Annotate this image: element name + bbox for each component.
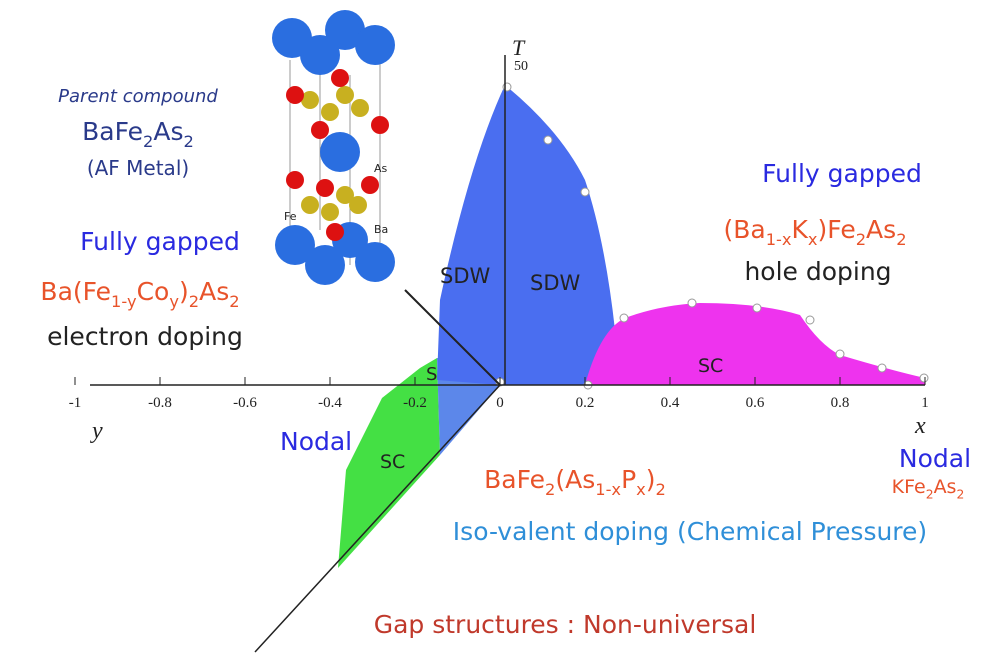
tick-label: 0 bbox=[496, 395, 504, 411]
subscript: 1-x bbox=[766, 230, 792, 249]
region-label: S bbox=[426, 364, 437, 385]
tick-label: -1 bbox=[69, 395, 82, 411]
subscript: 2 bbox=[545, 480, 555, 499]
formula-part: )Fe bbox=[818, 215, 856, 244]
crystal-structure: Fe As Ba bbox=[272, 10, 395, 285]
subscript: 2 bbox=[926, 487, 934, 501]
heading: Fully gapped bbox=[762, 159, 922, 188]
subscript: 2 bbox=[143, 132, 153, 151]
region-label: SDW bbox=[440, 264, 491, 288]
crystal-label: Ba bbox=[374, 223, 388, 236]
formula: (Ba1-xKx)Fe2As2 bbox=[723, 215, 906, 249]
formula: KFe2As2 bbox=[892, 476, 965, 501]
tick-label: 0.2 bbox=[576, 395, 595, 411]
axis-label: x bbox=[914, 413, 926, 439]
formula: BaFe2As2 bbox=[82, 117, 194, 151]
formula-part: ) bbox=[179, 277, 189, 306]
pressure-axis bbox=[254, 384, 501, 653]
subscript: 1-x bbox=[595, 480, 621, 499]
formula-part: K bbox=[792, 215, 809, 244]
note: electron doping bbox=[47, 322, 243, 351]
subscript: 2 bbox=[656, 480, 666, 499]
caption: Parent compound bbox=[58, 86, 218, 107]
tick-label: 1 bbox=[921, 395, 929, 411]
subscript: 2 bbox=[184, 132, 194, 151]
formula-part: KFe bbox=[892, 476, 926, 498]
axis-label: T bbox=[512, 35, 526, 60]
formula-part: As bbox=[153, 117, 183, 146]
sc-hole-region bbox=[585, 303, 925, 385]
formula-part: BaFe bbox=[484, 465, 545, 494]
formula-part: P bbox=[621, 465, 636, 494]
note: Iso-valent doping (Chemical Pressure) bbox=[453, 517, 927, 546]
formula: BaFe2(As1-xPx)2 bbox=[484, 465, 666, 499]
t-tick-label: 50 bbox=[514, 59, 528, 74]
subscript: 1-y bbox=[111, 292, 137, 311]
subscript: 2 bbox=[956, 487, 964, 501]
tick-label: 0.8 bbox=[831, 395, 850, 411]
tick-label: 0.6 bbox=[746, 395, 765, 411]
tick-label: -0.2 bbox=[403, 395, 427, 411]
subscript: y bbox=[169, 292, 179, 311]
formula-part: As bbox=[934, 476, 957, 498]
region-label: SC bbox=[380, 451, 405, 473]
formula-part: Co bbox=[137, 277, 170, 306]
nodal-label: Nodal bbox=[899, 444, 971, 473]
formula-part: ) bbox=[646, 465, 656, 494]
formula-part: BaFe bbox=[82, 117, 143, 146]
subscript: 2 bbox=[856, 230, 866, 249]
subscript: 2 bbox=[189, 292, 199, 311]
sdw-pointer bbox=[404, 289, 501, 386]
note: hole doping bbox=[744, 257, 891, 286]
axis-label: y bbox=[90, 418, 103, 444]
note: (AF Metal) bbox=[87, 156, 189, 180]
subscript: 2 bbox=[229, 292, 239, 311]
crystal-label: Fe bbox=[284, 210, 297, 223]
formula-part: (Ba bbox=[723, 215, 765, 244]
formula-part: (As bbox=[555, 465, 595, 494]
tick-label: -0.8 bbox=[148, 395, 172, 411]
footer: Gap structures : Non-universal bbox=[374, 610, 757, 639]
formula-part: As bbox=[199, 277, 229, 306]
tick-label: -0.6 bbox=[233, 395, 257, 411]
tick-label: -0.4 bbox=[318, 395, 342, 411]
subscript: x bbox=[808, 230, 818, 249]
subscript: x bbox=[636, 480, 646, 499]
heading: Fully gapped bbox=[80, 227, 240, 256]
subscript: 2 bbox=[896, 230, 906, 249]
formula-part: As bbox=[866, 215, 896, 244]
tick-label: 0.4 bbox=[661, 395, 680, 411]
region-label: SDW bbox=[530, 271, 581, 295]
sc-electron-region bbox=[338, 358, 440, 568]
region-label: SC bbox=[698, 355, 723, 377]
nodal-label: Nodal bbox=[280, 427, 352, 456]
crystal-label: As bbox=[374, 162, 388, 175]
sdw-dome bbox=[437, 85, 622, 385]
formula-part: Ba(Fe bbox=[40, 277, 111, 306]
formula: Ba(Fe1-yCoy)2As2 bbox=[40, 277, 239, 311]
